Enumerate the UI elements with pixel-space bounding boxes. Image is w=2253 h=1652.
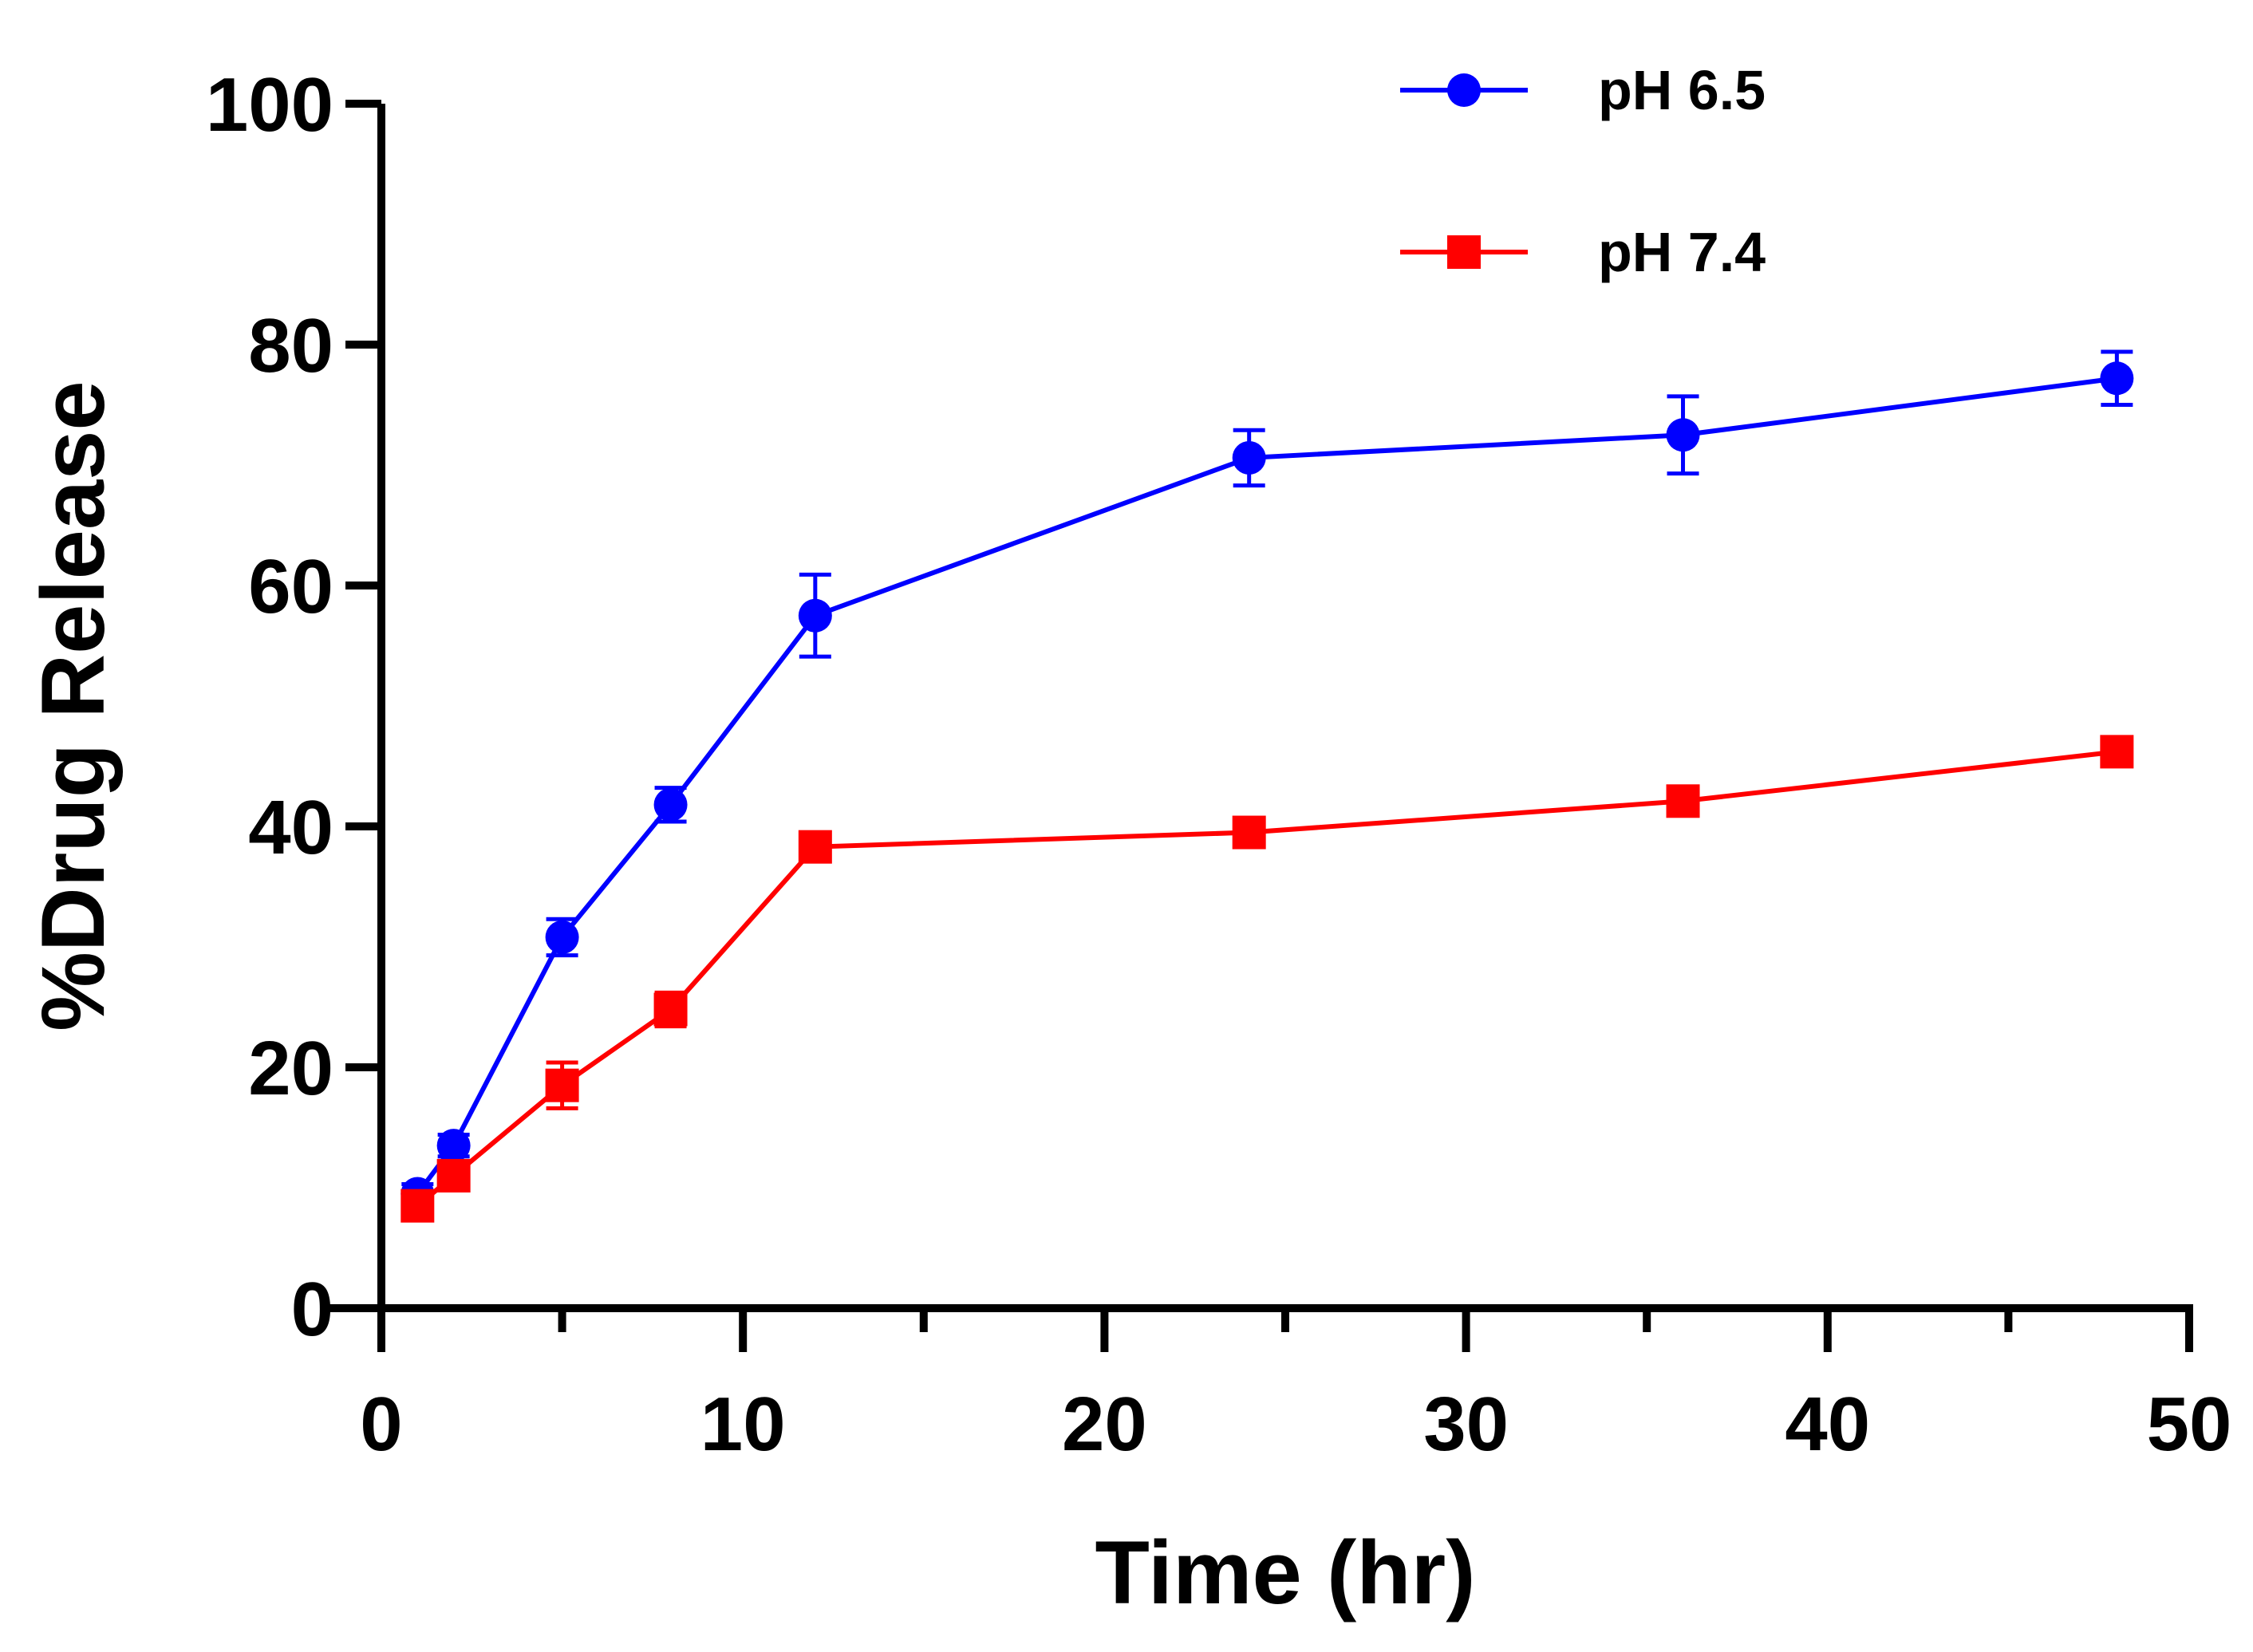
series-ph-7-4	[400, 735, 2134, 1223]
y-tick-label: 100	[206, 62, 333, 148]
data-point	[545, 1068, 579, 1102]
x-tick-label: 40	[1785, 1382, 1870, 1467]
y-tick-label: 20	[248, 1026, 333, 1111]
data-point	[798, 830, 832, 864]
data-point	[2100, 361, 2134, 396]
data-point	[400, 1189, 435, 1223]
legend-item: pH 6.5	[1400, 59, 1766, 121]
axes	[323, 104, 2193, 1312]
y-axis-title: %Drug Release	[23, 380, 123, 1031]
data-point	[798, 598, 832, 633]
legend-label: pH 6.5	[1598, 59, 1766, 121]
x-tick-label: 20	[1062, 1382, 1147, 1467]
data-point	[436, 1158, 471, 1193]
series-line	[415, 376, 2117, 1196]
series-line	[416, 749, 2117, 1208]
data-point	[653, 992, 688, 1027]
data-point	[653, 787, 688, 822]
data-point	[1666, 418, 1700, 452]
y-tick-label: 40	[248, 785, 333, 870]
legend: pH 6.5 pH 7.4	[1400, 59, 1766, 283]
legend-marker	[1447, 73, 1481, 107]
data-point	[1232, 440, 1266, 475]
legend-marker	[1447, 235, 1481, 269]
ticks: 0 20 40 60 80 100 0 10 20 30 40 50	[206, 62, 2232, 1467]
series	[400, 349, 2134, 1223]
x-tick-label: 30	[1423, 1382, 1509, 1467]
legend-item: pH 7.4	[1400, 221, 1766, 283]
y-tick-label: 0	[291, 1267, 333, 1352]
x-tick-label: 10	[700, 1382, 786, 1467]
x-tick-label: 0	[360, 1382, 402, 1467]
y-tick-label: 80	[248, 303, 333, 388]
data-point	[436, 1129, 471, 1163]
data-point	[1232, 815, 1266, 850]
legend-label: pH 7.4	[1598, 221, 1766, 283]
x-axis-title: Time (hr)	[1095, 1523, 1475, 1622]
data-point	[2100, 735, 2134, 769]
data-point	[1666, 784, 1700, 818]
data-point	[545, 920, 579, 954]
x-tick-label: 50	[2147, 1382, 2232, 1467]
y-tick-label: 60	[248, 544, 333, 629]
